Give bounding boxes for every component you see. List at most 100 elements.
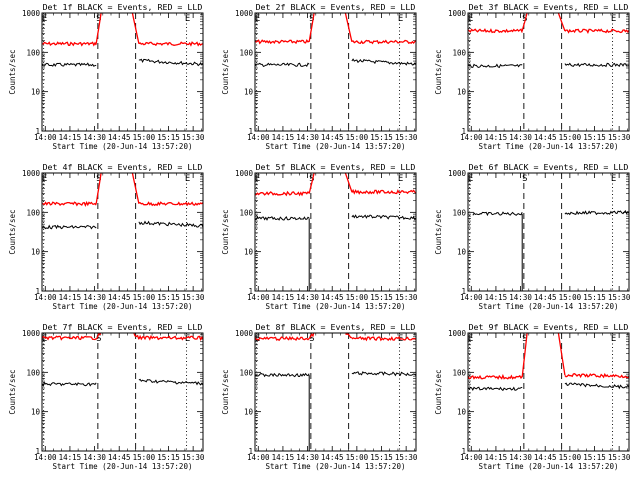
x-tick-label: 15:30	[608, 293, 631, 302]
y-tick-label: 10	[244, 408, 254, 417]
plot-panel: Det 7f BLACK = Events, RED = LLD Counts/s…	[8, 322, 205, 471]
series-line	[468, 386, 523, 392]
time-marker-label: E	[468, 334, 473, 344]
series-line	[351, 336, 416, 342]
x-tick-label: 15:00	[559, 453, 582, 462]
y-axis-label: Counts/sec	[434, 369, 443, 414]
time-marker-label: S	[96, 14, 101, 24]
series-line	[564, 210, 629, 216]
x-axis-label: Start Time (20-Jun-14 13:57:20)	[53, 302, 193, 311]
series-line	[95, 173, 102, 204]
x-tick-label: 14:45	[534, 293, 557, 302]
x-tick-label: 15:15	[370, 133, 393, 142]
series-line	[351, 214, 416, 221]
series-line	[351, 58, 416, 66]
x-tick-label: 15:00	[133, 133, 156, 142]
plot-panel: Det 8f BLACK = Events, RED = LLD Counts/s…	[221, 322, 418, 471]
y-tick-label: 100	[239, 48, 253, 57]
x-tick-label: 14:15	[272, 293, 295, 302]
series-line	[255, 39, 310, 45]
series-line	[255, 190, 310, 197]
plot-title: Det 5f BLACK = Events, RED = LLD	[256, 162, 416, 172]
series-group	[255, 333, 416, 451]
series-group	[255, 173, 416, 291]
y-tick-label: 100	[452, 368, 466, 377]
x-tick-label: 15:00	[346, 293, 369, 302]
x-tick-label: 14:45	[108, 453, 131, 462]
plot-title: Det 9f BLACK = Events, RED = LLD	[469, 322, 629, 332]
series-line	[345, 333, 352, 339]
series-line	[351, 188, 416, 195]
time-marker-label: S	[96, 334, 101, 344]
y-tick-label: 1	[461, 127, 466, 136]
series-line	[564, 62, 629, 68]
plot-title: Det 7f BLACK = Events, RED = LLD	[43, 322, 203, 332]
plot-frame	[254, 172, 417, 292]
x-tick-label: 15:30	[395, 453, 418, 462]
x-tick-label: 14:30	[509, 453, 532, 462]
x-tick-label: 14:15	[272, 453, 295, 462]
x-tick-label: 15:15	[583, 453, 606, 462]
x-tick-label: 14:15	[485, 293, 508, 302]
y-axis-label: Counts/sec	[8, 49, 17, 94]
x-tick-label: 15:15	[157, 293, 180, 302]
y-tick-label: 1	[461, 287, 466, 296]
series-line	[308, 333, 315, 339]
x-tick-label: 15:00	[133, 453, 156, 462]
series-group	[42, 173, 203, 230]
series-line	[42, 41, 97, 47]
series-line	[42, 62, 97, 67]
time-marker-label: E	[42, 334, 47, 344]
x-tick-label: 15:00	[559, 133, 582, 142]
x-tick-label: 15:15	[370, 293, 393, 302]
plot-frame	[467, 332, 630, 452]
x-tick-label: 15:00	[133, 293, 156, 302]
y-axis-label: Counts/sec	[221, 49, 230, 94]
series-line	[564, 382, 629, 390]
x-tick-label: 15:30	[182, 293, 205, 302]
y-tick-label: 1	[248, 287, 253, 296]
plot-frame	[41, 172, 204, 292]
y-tick-label: 1000	[235, 9, 254, 18]
x-tick-label: 15:15	[157, 133, 180, 142]
series-line	[344, 173, 353, 193]
x-axis-label: Start Time (20-Jun-14 13:57:20)	[479, 142, 619, 151]
x-tick-label: 14:45	[321, 453, 344, 462]
series-line	[42, 335, 97, 341]
y-tick-label: 10	[31, 408, 41, 417]
x-tick-label: 14:15	[59, 133, 82, 142]
series-line	[468, 28, 523, 34]
y-tick-label: 1000	[448, 169, 467, 178]
series-line	[95, 13, 102, 44]
series-line	[557, 13, 566, 32]
y-tick-label: 1	[248, 127, 253, 136]
x-tick-label: 14:15	[59, 293, 82, 302]
plot-frame	[41, 12, 204, 132]
series-line	[351, 371, 416, 377]
x-tick-label: 14:00	[460, 293, 483, 302]
plot-panel: Det 3f BLACK = Events, RED = LLD Counts/s…	[434, 2, 631, 151]
y-tick-label: 1	[461, 447, 466, 456]
y-axis-label: Counts/sec	[8, 209, 17, 254]
x-tick-label: 15:30	[608, 453, 631, 462]
y-tick-label: 100	[26, 368, 40, 377]
time-marker-label: E	[398, 14, 403, 24]
time-marker-label: E	[42, 174, 47, 184]
plot-frame	[467, 172, 630, 292]
x-tick-label: 14:30	[83, 293, 106, 302]
series-line	[255, 62, 310, 68]
time-marker-label: E	[468, 174, 473, 184]
series-line	[42, 381, 97, 387]
y-tick-label: 1000	[235, 329, 254, 338]
x-tick-label: 14:00	[460, 133, 483, 142]
time-marker-label: E	[185, 14, 190, 24]
x-tick-label: 14:30	[296, 133, 319, 142]
series-line	[564, 28, 629, 35]
series-line	[308, 13, 315, 42]
x-tick-label: 15:15	[583, 293, 606, 302]
y-tick-label: 1	[35, 287, 40, 296]
plot-frame	[41, 332, 204, 452]
plot-title: Det 6f BLACK = Events, RED = LLD	[469, 162, 629, 172]
x-tick-label: 14:00	[247, 453, 270, 462]
y-tick-label: 100	[452, 48, 466, 57]
